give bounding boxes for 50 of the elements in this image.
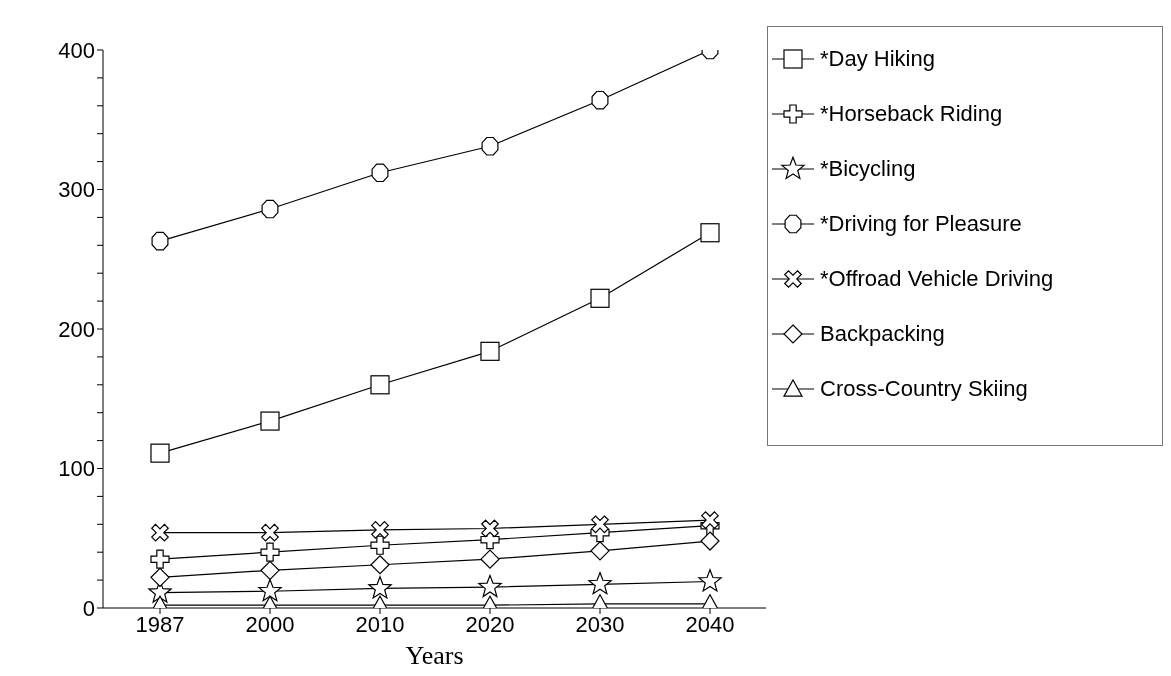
legend-label: *Driving for Pleasure [820,210,1022,237]
point [150,443,170,463]
point [260,560,280,580]
point [700,223,720,243]
point [151,231,169,251]
point [481,136,499,156]
point [591,90,609,110]
point [480,341,500,361]
legend-label: *Day Hiking [820,45,935,72]
point [700,531,720,551]
point [590,541,610,561]
point [481,519,499,538]
point [261,523,279,542]
point [370,375,390,395]
point [370,555,390,575]
x-tick-label: 1987 [135,611,185,637]
legend-label: Cross-Country Skiing [820,375,1028,402]
legend-label: *Bicycling [820,155,916,182]
point [590,288,610,308]
x-tick-label: 2010 [355,611,405,637]
y-tick-label: 200 [58,316,95,342]
point [260,542,280,562]
point [151,523,169,542]
x-tick-label: 2030 [575,611,625,637]
legend-label: Backpacking [820,320,945,347]
point [480,549,500,569]
point [591,515,609,534]
point [370,535,390,555]
point [258,578,282,602]
x-tick-label: 2000 [245,611,295,637]
x-tick-label: 2040 [685,611,735,637]
point [701,511,719,529]
y-tick-label: 0 [82,595,95,621]
y-tick-label: 100 [58,456,95,482]
y-tick-label: 300 [58,177,95,203]
point [478,574,502,598]
point [150,567,170,587]
point [368,576,392,599]
point [371,521,389,539]
point [261,199,279,219]
point [698,569,722,592]
x-tick-label: 2020 [465,611,515,637]
x-axis-title: Years [405,641,464,670]
legend-label: *Offroad Vehicle Driving [820,265,1054,292]
point [588,571,612,595]
point [260,411,280,431]
point [371,163,389,183]
point [150,549,170,569]
y-tick-label: 400 [58,37,95,63]
legend-label: *Horseback Riding [820,100,1003,127]
